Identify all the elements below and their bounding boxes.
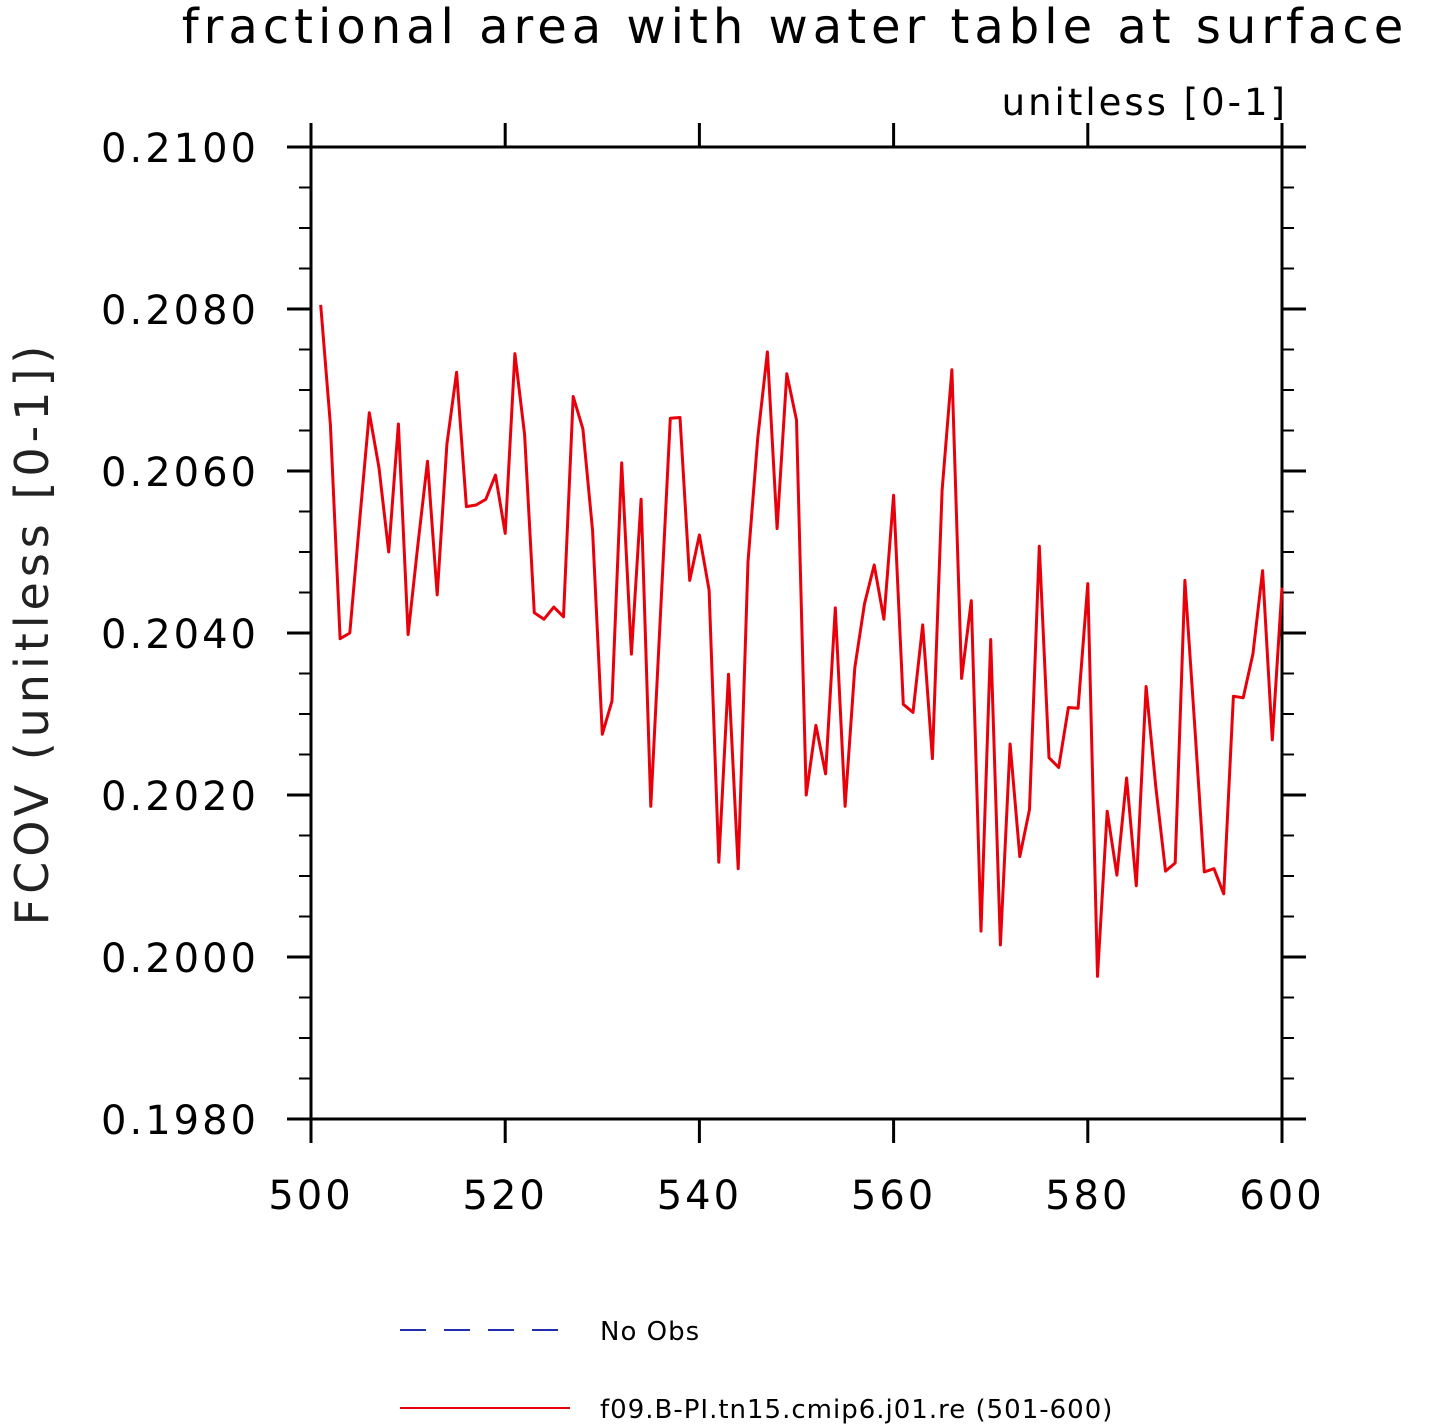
- y-axis-label: FCOV (unitless [0-1]): [5, 341, 59, 926]
- tick-labels: 500 520 540 560 580 600 0.1980 0.2000 0.2020 0.20…: [101, 126, 1324, 1219]
- legend-label: No Obs: [600, 1317, 700, 1347]
- y-tick-label: 0.2100: [101, 126, 259, 172]
- series-lines: [319, 304, 1284, 978]
- y-tick-label: 0.2040: [101, 612, 259, 658]
- chart-subtitle: unitless [0-1]: [1002, 81, 1288, 124]
- y-tick-label: 0.1980: [101, 1098, 259, 1144]
- x-tick-label: 500: [268, 1173, 353, 1219]
- x-tick-label: 540: [657, 1173, 742, 1219]
- y-tick-label: 0.2080: [101, 288, 259, 334]
- axes: [309, 145, 1284, 1121]
- legend: No Obs f09.B-PI.tn15.cmip6.j01.re (501-60…: [400, 1317, 1113, 1425]
- x-tick-label: 560: [851, 1173, 936, 1219]
- x-tick-label: 600: [1239, 1173, 1324, 1219]
- x-tick-label: 580: [1045, 1173, 1130, 1219]
- series-line: [319, 304, 1284, 978]
- plot-frame: [309, 145, 1284, 1121]
- y-tick-label: 0.2020: [101, 774, 259, 820]
- chart-title: fractional area with water table at surf…: [182, 0, 1409, 55]
- y-tick-label: 0.2000: [101, 936, 259, 982]
- y-tick-label: 0.2060: [101, 450, 259, 496]
- legend-label: f09.B-PI.tn15.cmip6.j01.re (501-600): [600, 1395, 1113, 1425]
- x-tick-label: 520: [463, 1173, 548, 1219]
- axis-ticks: [287, 123, 1306, 1143]
